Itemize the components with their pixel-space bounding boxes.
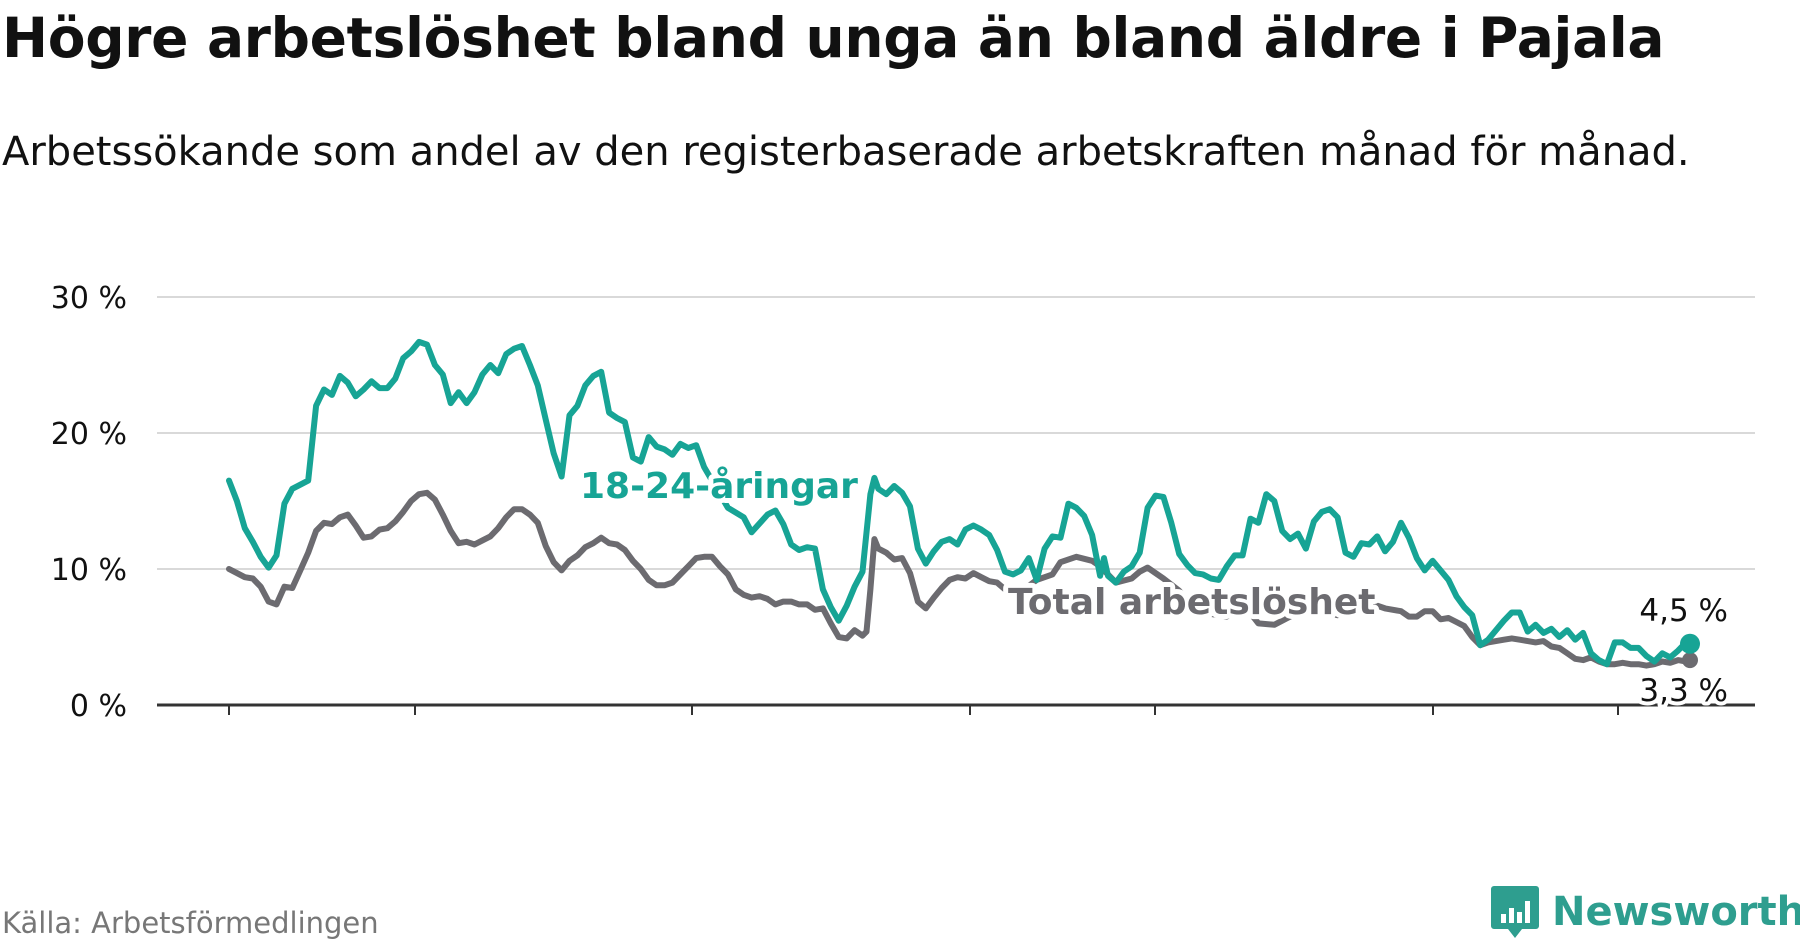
chart-subtitle: Arbetssökande som andel av den registerb… [2,129,1690,175]
series-label-total: Total arbetslöshet [1008,582,1376,623]
line-chart: 0 % 10 % 20 % 30 % 200820102013201620182021… [51,281,1755,724]
gridlines [157,296,1755,707]
series-labels: 18-24-åringar Total arbetslöshet 4,5 % 3,3 … [575,461,1732,713]
end-label-youth: 4,5 % [1639,593,1728,629]
series-endpoint-youth [1680,633,1700,654]
y-tick-label-0: 0 % [70,689,127,724]
source-note: Källa: Arbetsförmedlingen [2,906,379,940]
brand-name: Newsworthy [1552,889,1800,935]
series-label-youth: 18-24-åringar [580,466,858,507]
series-line-total [226,489,1693,669]
newsworthy-logo: Newsworthy [1490,884,1800,940]
end-label-total: 3,3 % [1639,673,1728,709]
chart-title: Högre arbetslöshet bland unga än bland ä… [2,6,1665,70]
y-axis-ticks: 0 % 10 % 20 % 30 % [51,281,127,724]
x-axis-ticks: 2008201020132016201820212023 [228,705,1619,715]
y-tick-label-20: 20 % [51,417,127,452]
series-line-youth [226,338,1693,668]
series-lines [226,338,1700,669]
y-tick-label-30: 30 % [51,281,127,316]
series-endpoint-total [1682,652,1698,669]
y-tick-label-10: 10 % [51,553,127,588]
bar-chart-logo-icon [1491,886,1539,938]
